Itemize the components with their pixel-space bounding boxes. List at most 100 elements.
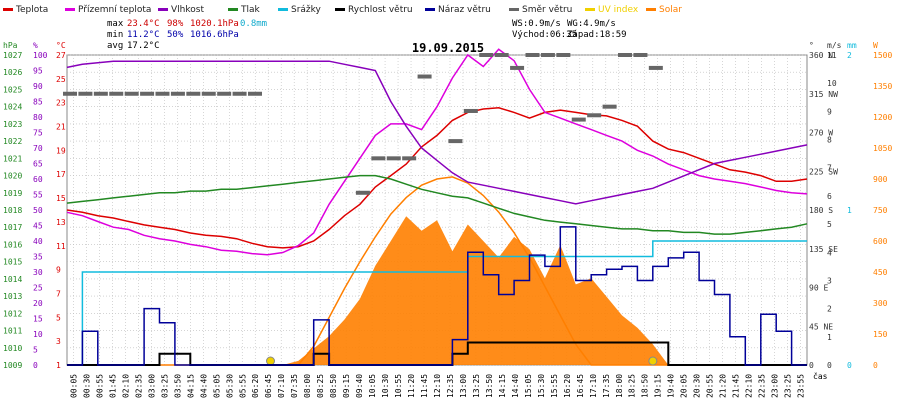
tick-temperature: 11 bbox=[56, 242, 66, 251]
axis-unit-wind_speed: m/s bbox=[827, 41, 842, 50]
legend-label-temperature: Teplota bbox=[15, 5, 48, 15]
x-tick-label: 06:20 bbox=[251, 374, 260, 398]
tick-wind_speed: 1 bbox=[827, 333, 832, 342]
tick-humidity: 10 bbox=[33, 330, 43, 339]
wind-dir-point bbox=[540, 53, 555, 57]
tick-wind_speed: 6 bbox=[827, 192, 832, 201]
wind-dir-point bbox=[494, 53, 509, 57]
x-tick-label: 02:35 bbox=[134, 374, 143, 398]
x-tick-label: 18:50 bbox=[641, 374, 650, 398]
tick-humidity: 35 bbox=[33, 253, 43, 262]
tick-humidity: 85 bbox=[33, 98, 43, 107]
x-tick-label: 14:15 bbox=[498, 374, 507, 398]
wind-dir-point bbox=[648, 65, 663, 70]
series-gust bbox=[67, 226, 807, 366]
tick-solar: 750 bbox=[873, 206, 888, 215]
tick-solar: 1200 bbox=[873, 113, 892, 122]
tick-temperature: 9 bbox=[56, 266, 61, 275]
tick-pressure: 1017 bbox=[3, 223, 22, 232]
tick-wind_dir: 360 N bbox=[809, 51, 833, 60]
axis-unit-humidity: % bbox=[33, 41, 38, 50]
x-axis-label: čas bbox=[813, 371, 828, 381]
x-tick-label: 00:05 bbox=[69, 374, 78, 398]
tick-wind_speed: 10 bbox=[827, 79, 837, 88]
wind-dir-point bbox=[371, 156, 386, 161]
x-tick-label: 17:35 bbox=[602, 374, 611, 398]
legend-swatch-gust bbox=[425, 8, 435, 11]
tick-wind_speed: 2 bbox=[827, 305, 832, 314]
stat-sunrise: Východ:06:35 bbox=[512, 30, 577, 40]
series-humidity bbox=[66, 60, 808, 205]
x-tick-label: 10:05 bbox=[368, 374, 377, 398]
tick-solar: 0 bbox=[873, 361, 878, 370]
tick-pressure: 1015 bbox=[3, 258, 22, 267]
wind-dir-point bbox=[109, 91, 124, 96]
x-tick-label: 20:30 bbox=[693, 374, 702, 398]
x-tick-label: 09:40 bbox=[355, 374, 364, 398]
wind-dir-point bbox=[155, 91, 170, 96]
x-tick-label: 16:45 bbox=[576, 374, 585, 398]
tick-wind_dir: 225 SW bbox=[809, 167, 838, 176]
wind-dir-point bbox=[63, 91, 77, 96]
tick-humidity: 60 bbox=[33, 175, 43, 184]
x-tick-label: 21:45 bbox=[732, 374, 741, 398]
tick-humidity: 30 bbox=[33, 268, 43, 277]
legend-swatch-wind_speed bbox=[335, 8, 345, 11]
legend-swatch-precip bbox=[278, 8, 288, 11]
x-tick-label: 09:15 bbox=[342, 374, 351, 398]
legend-label-feels_like: Přízemní teplota bbox=[78, 5, 151, 15]
axis-unit-wind_dir: ° bbox=[809, 41, 814, 50]
wind-dir-point bbox=[217, 91, 232, 96]
tick-pressure: 1019 bbox=[3, 189, 22, 198]
x-tick-label: 22:35 bbox=[758, 374, 767, 398]
series-precip bbox=[67, 240, 807, 366]
tick-wind_dir: 0 bbox=[809, 361, 814, 370]
tick-pressure: 1011 bbox=[3, 327, 22, 336]
chart-title: 19.09.2015 bbox=[412, 41, 484, 55]
wind-dir-point bbox=[448, 139, 463, 144]
legend-label-solar: Solar bbox=[659, 5, 682, 15]
axis-unit-solar: W bbox=[873, 41, 878, 50]
wind-dir-point bbox=[587, 113, 602, 118]
x-tick-label: 13:25 bbox=[472, 374, 481, 398]
tick-humidity: 50 bbox=[33, 206, 43, 215]
legend-label-precip: Srážky bbox=[291, 5, 322, 15]
tick-humidity: 65 bbox=[33, 160, 43, 169]
legend: Teplota Přízemní teplota Vlhkost Tlak Srážky… bbox=[3, 5, 682, 15]
tick-pressure: 1026 bbox=[3, 68, 22, 77]
tick-temperature: 1 bbox=[56, 361, 61, 370]
axis-unit-pressure: hPa bbox=[3, 41, 18, 50]
x-tick-label: 22:10 bbox=[745, 374, 754, 398]
series-layer bbox=[63, 48, 808, 366]
x-tick-label: 00:30 bbox=[82, 374, 91, 398]
tick-humidity: 55 bbox=[33, 191, 43, 200]
legend-swatch-wind_dir bbox=[509, 8, 519, 11]
x-tick-label: 20:05 bbox=[680, 374, 689, 398]
legend-swatch-uv bbox=[585, 8, 595, 11]
tick-temperature: 7 bbox=[56, 289, 61, 298]
stat-min-label: min bbox=[107, 30, 123, 40]
x-tick-label: 05:30 bbox=[225, 374, 234, 398]
tick-humidity: 95 bbox=[33, 67, 43, 76]
wind-dir-point bbox=[140, 91, 155, 96]
tick-solar: 300 bbox=[873, 299, 888, 308]
x-tick-label: 07:35 bbox=[290, 374, 299, 398]
tick-temperature: 19 bbox=[56, 146, 66, 155]
x-tick-label: 04:40 bbox=[199, 374, 208, 398]
tick-humidity: 0 bbox=[33, 361, 38, 370]
stat-max-press: 1020.1hPa bbox=[190, 19, 239, 29]
tick-temperature: 21 bbox=[56, 123, 66, 132]
stat-max-precip: 0.8mm bbox=[240, 19, 267, 29]
tick-wind_dir: 270 W bbox=[809, 129, 833, 138]
x-tick-label: 08:25 bbox=[316, 374, 325, 398]
tick-solar: 1350 bbox=[873, 82, 892, 91]
legend-label-humidity: Vlhkost bbox=[171, 5, 204, 15]
tick-solar: 450 bbox=[873, 268, 888, 277]
x-tick-label: 23:55 bbox=[797, 374, 806, 398]
tick-pressure: 1018 bbox=[3, 206, 22, 215]
legend-swatch-solar bbox=[646, 8, 656, 11]
wind-dir-point bbox=[124, 91, 139, 96]
tick-humidity: 100 bbox=[33, 51, 48, 60]
tick-precip: 2 bbox=[847, 51, 852, 60]
